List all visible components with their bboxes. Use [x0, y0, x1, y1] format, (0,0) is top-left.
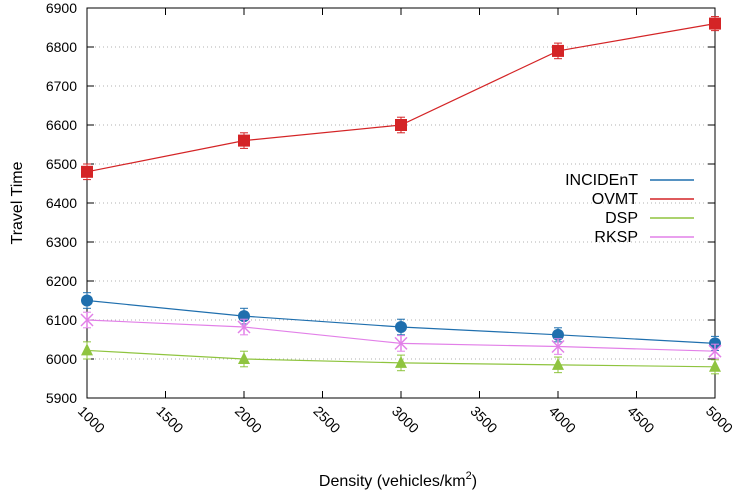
data-point-incident — [552, 328, 564, 341]
y-tick-label: 5900 — [46, 390, 77, 406]
x-tick-label: 2500 — [310, 403, 343, 436]
y-axis-label: Travel Time — [9, 161, 26, 244]
data-point-dsp — [709, 359, 721, 372]
series-rksp — [80, 311, 722, 359]
data-point-dsp — [395, 355, 407, 368]
data-point-rksp — [80, 313, 94, 327]
x-tick-label: 4500 — [624, 403, 657, 436]
data-point-rksp — [237, 320, 251, 335]
y-tick-label: 6500 — [46, 156, 77, 172]
series-incident — [81, 292, 721, 351]
data-point-ovmt — [81, 165, 93, 178]
data-point-ovmt — [238, 134, 250, 147]
series-dsp — [81, 341, 721, 375]
x-axis-label: Density (vehicles/km2) — [319, 470, 477, 490]
data-point-rksp — [551, 339, 565, 354]
x-axis-label-superscript: 2 — [466, 470, 472, 482]
y-axis: 5900 6000 6100 6200 6300 6400 6500 6600 6700 6800… — [46, 0, 715, 406]
legend-label-incident: INCIDEnT — [565, 172, 638, 189]
x-tick-label: 3500 — [467, 403, 500, 436]
y-tick-label: 6600 — [46, 117, 77, 133]
data-point-incident — [81, 294, 93, 307]
x-tick-label: 1500 — [153, 403, 186, 436]
x-tick-label: 1000 — [75, 403, 108, 436]
y-tick-label: 6300 — [46, 234, 77, 250]
legend-label-dsp: DSP — [605, 210, 638, 227]
y-tick-label: 6400 — [46, 195, 77, 211]
data-point-dsp — [81, 343, 93, 356]
x-tick-label: 5000 — [703, 403, 736, 436]
x-tick-label: 4000 — [546, 403, 579, 436]
x-axis-label-main: Density (vehicles/km — [319, 473, 466, 490]
legend-label-ovmt: OVMT — [592, 191, 638, 208]
data-point-dsp — [552, 357, 564, 370]
y-tick-label: 6800 — [46, 39, 77, 55]
y-tick-label: 6700 — [46, 78, 77, 94]
x-tick-label: 2000 — [232, 403, 265, 436]
data-point-dsp — [238, 352, 250, 364]
y-tick-label: 6900 — [46, 0, 77, 16]
data-point-ovmt — [395, 119, 407, 131]
series-line-ovmt — [86, 23, 716, 173]
series-ovmt — [81, 16, 721, 181]
y-tick-label: 6100 — [46, 312, 77, 328]
legend: INCIDEnT OVMT DSP RKSP — [565, 172, 694, 246]
data-point-incident — [395, 321, 407, 334]
data-point-ovmt — [709, 17, 721, 30]
data-point-rksp — [708, 344, 722, 359]
legend-label-rksp: RKSP — [594, 229, 638, 246]
x-axis-label-close: ) — [472, 473, 477, 490]
series-layer — [80, 16, 722, 375]
y-tick-label: 6200 — [46, 273, 77, 289]
data-point-incident — [709, 337, 721, 350]
data-point-ovmt — [552, 44, 564, 57]
y-tick-label: 6000 — [46, 351, 77, 367]
data-point-rksp — [394, 336, 408, 351]
gridlines — [87, 46, 715, 360]
x-tick-label: 3000 — [389, 403, 422, 436]
